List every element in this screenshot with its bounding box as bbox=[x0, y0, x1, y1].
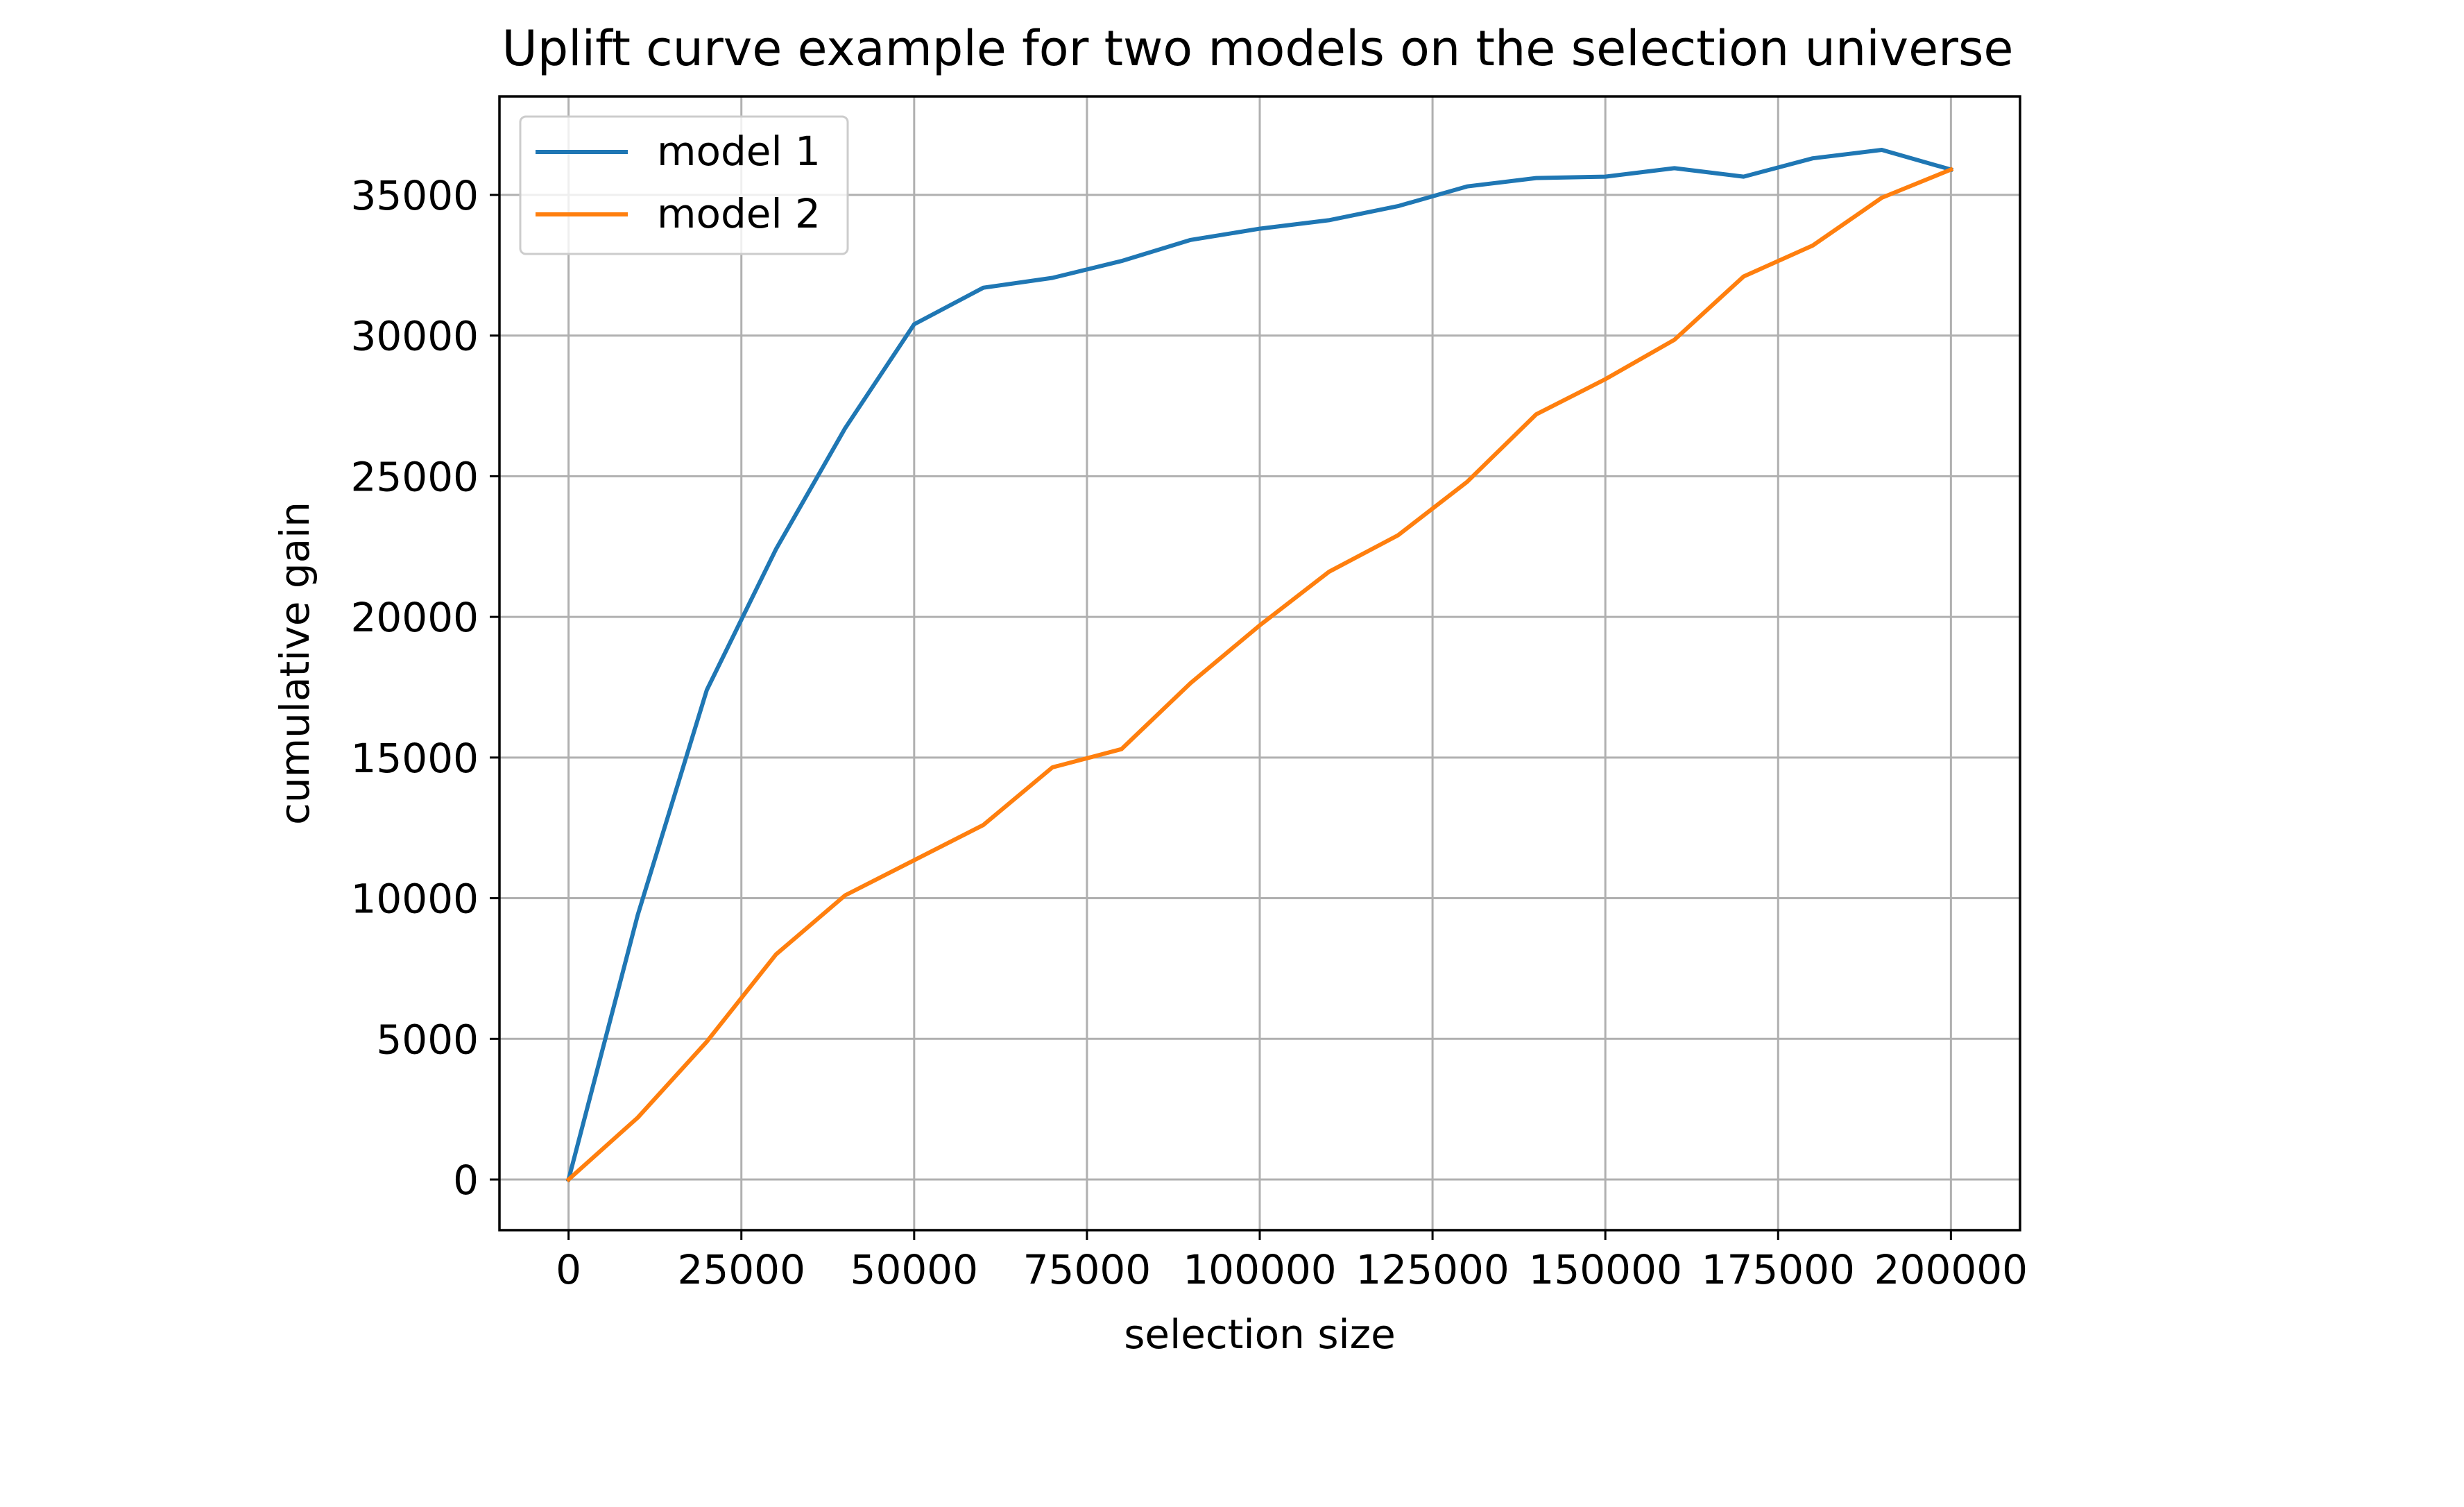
series-lines bbox=[565, 148, 1954, 1183]
x-axis-label: selection size bbox=[1124, 1311, 1396, 1358]
y-tick-label: 0 bbox=[453, 1157, 479, 1204]
x-tick-label: 200000 bbox=[1874, 1246, 2028, 1293]
x-tick-label: 50000 bbox=[850, 1246, 979, 1293]
y-tick-label: 35000 bbox=[350, 172, 479, 219]
axis-ticks: 0 25000 50000 75000 100000 125000 150000 175000… bbox=[350, 172, 2028, 1293]
series-line-model-2 bbox=[565, 167, 1954, 1183]
chart-title: Uplift curve example for two models on t… bbox=[502, 20, 2014, 77]
y-tick-label: 30000 bbox=[350, 313, 479, 360]
x-tick-label: 100000 bbox=[1183, 1246, 1336, 1293]
x-tick-label: 175000 bbox=[1702, 1246, 1855, 1293]
legend-label-model-1: model 1 bbox=[657, 128, 821, 175]
legend-label-model-2: model 2 bbox=[657, 190, 821, 237]
y-tick-label: 25000 bbox=[350, 453, 479, 500]
x-tick-label: 25000 bbox=[677, 1246, 805, 1293]
y-axis-label: cumulative gain bbox=[271, 502, 318, 825]
series-line-model-1 bbox=[565, 148, 1954, 1182]
legend: model 1 model 2 bbox=[519, 115, 849, 255]
y-tick-label: 15000 bbox=[350, 735, 479, 782]
y-tick-label: 20000 bbox=[350, 594, 479, 641]
x-tick-label: 0 bbox=[556, 1246, 581, 1293]
y-tick-label: 10000 bbox=[350, 876, 479, 923]
x-tick-label: 125000 bbox=[1355, 1246, 1509, 1293]
x-tick-label: 75000 bbox=[1023, 1246, 1152, 1293]
x-tick-label: 150000 bbox=[1528, 1246, 1682, 1293]
grid bbox=[499, 96, 2020, 1230]
y-tick-label: 5000 bbox=[376, 1016, 479, 1063]
